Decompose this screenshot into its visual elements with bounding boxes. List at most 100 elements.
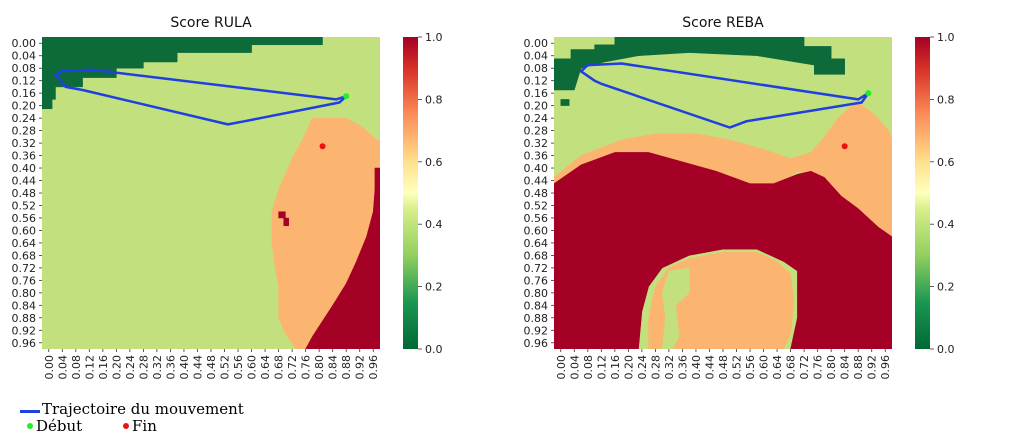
- rula-ytick-label-17: 0.68: [12, 249, 37, 262]
- rula-region-0: [42, 37, 323, 100]
- reba-xtick-label-12: 0.48: [717, 355, 730, 380]
- rula-ytick-label-12: 0.48: [12, 187, 37, 200]
- reba-xtick-label-2: 0.08: [582, 355, 595, 380]
- rula-ytick-label-18: 0.72: [12, 262, 37, 275]
- reba-xtick-label-21: 0.84: [839, 355, 852, 380]
- reba-xtick-label-19: 0.76: [812, 355, 825, 380]
- rula-ytick-label-7: 0.28: [12, 125, 37, 138]
- rula-colorbar-label-2: 0.4: [425, 218, 443, 231]
- reba-ytick-label-5: 0.20: [524, 100, 549, 113]
- legend-trajectory: Trajectoire du mouvement: [20, 400, 280, 418]
- rula-ytick-label-10: 0.40: [12, 162, 37, 175]
- rula-ytick-label-4: 0.16: [12, 87, 37, 100]
- rula-xtick-label-20: 0.80: [313, 355, 326, 380]
- legend-start: Début: [20, 417, 100, 435]
- reba-xtick-label-23: 0.92: [866, 355, 879, 380]
- reba-ytick-label-20: 0.80: [524, 287, 549, 300]
- rula-colorbar-label-4: 0.8: [425, 93, 443, 106]
- reba-ytick-label-3: 0.12: [524, 75, 549, 88]
- reba-ytick-label-24: 0.96: [524, 337, 549, 350]
- rula-xtick-label-0: 0.00: [43, 355, 56, 380]
- reba-colorbar-label-3: 0.6: [937, 156, 955, 169]
- reba-xtick-label-11: 0.44: [703, 355, 716, 380]
- rula-xtick-label-23: 0.92: [354, 355, 367, 380]
- rula-ytick-label-22: 0.88: [12, 312, 37, 325]
- rula-ytick-label-23: 0.92: [12, 324, 37, 337]
- legend-start-label: Début: [36, 417, 83, 435]
- rula-ytick-label-5: 0.20: [12, 100, 37, 113]
- legend-trajectory-label: Trajectoire du mouvement: [42, 400, 244, 418]
- rula-trajectory-line: [54, 68, 348, 126]
- reba-region-5: [797, 255, 818, 349]
- reba-ytick-label-23: 0.92: [524, 324, 549, 337]
- rula-ytick-label-21: 0.84: [12, 299, 37, 312]
- reba-colorbar-label-0: 0.0: [937, 343, 955, 356]
- reba-ytick-label-17: 0.68: [524, 249, 549, 262]
- rula-xtick-label-10: 0.40: [178, 355, 191, 380]
- rula-region-5: [283, 217, 289, 227]
- reba-xtick-label-17: 0.68: [785, 355, 798, 380]
- rula-xtick-label-5: 0.20: [110, 355, 123, 380]
- reba-xtick-label-8: 0.32: [663, 355, 676, 380]
- reba-region-1: [560, 99, 570, 106]
- rula-ytick-label-1: 0.04: [12, 50, 37, 63]
- reba-ytick-label-1: 0.04: [524, 50, 549, 63]
- legend-end-label: Fin: [132, 417, 157, 435]
- reba-xtick-label-9: 0.36: [676, 355, 689, 380]
- rula-xtick-label-1: 0.04: [56, 355, 69, 380]
- rula-ytick-label-8: 0.32: [12, 137, 37, 150]
- reba-title: Score REBA: [682, 15, 764, 31]
- trajectory-line-icon: [20, 410, 40, 413]
- rula-xtick-label-17: 0.68: [273, 355, 286, 380]
- reba-regions: [554, 37, 892, 349]
- rula-ytick-label-2: 0.08: [12, 62, 37, 75]
- reba-ytick-label-22: 0.88: [524, 312, 549, 325]
- reba-trajectory-line: [579, 62, 870, 129]
- rula-xtick-label-19: 0.76: [300, 355, 313, 380]
- rula-xtick-label-14: 0.56: [232, 355, 245, 380]
- reba-ytick-label-9: 0.36: [524, 150, 549, 163]
- rula-xtick-label-15: 0.60: [246, 355, 259, 380]
- reba-xtick-label-20: 0.80: [825, 355, 838, 380]
- reba-ytick-label-4: 0.16: [524, 87, 549, 100]
- reba-colorbar-label-2: 0.4: [937, 218, 955, 231]
- reba-xtick-label-16: 0.64: [771, 355, 784, 380]
- rula-region-1: [42, 99, 53, 110]
- rula-ytick-label-3: 0.12: [12, 75, 37, 88]
- rula-start-point: [343, 93, 350, 100]
- rula-colorbar: [403, 37, 418, 349]
- reba-xtick-label-4: 0.16: [609, 355, 622, 380]
- reba-ytick-label-7: 0.28: [524, 125, 549, 138]
- rula-ytick-label-20: 0.80: [12, 287, 37, 300]
- reba-chart: Score REBA0.000.040.080.120.160.200.240.…: [524, 15, 955, 380]
- reba-ytick-label-21: 0.84: [524, 299, 549, 312]
- rula-ytick-label-14: 0.56: [12, 212, 37, 225]
- rula-ytick-label-11: 0.44: [12, 175, 37, 188]
- reba-colorbar-label-5: 1.0: [937, 31, 955, 44]
- reba-colorbar-label-4: 0.8: [937, 93, 955, 106]
- rula-xtick-label-13: 0.52: [219, 355, 232, 380]
- reba-ytick-label-12: 0.48: [524, 187, 549, 200]
- rula-ytick-label-19: 0.76: [12, 274, 37, 287]
- rula-region-4: [278, 211, 286, 219]
- rula-ytick-label-13: 0.52: [12, 199, 37, 212]
- rula-ytick-label-24: 0.96: [12, 337, 37, 350]
- end-dot-icon: [123, 423, 129, 429]
- reba-colorbar-label-1: 0.2: [937, 281, 955, 294]
- reba-ytick-label-2: 0.08: [524, 62, 549, 75]
- reba-ytick-label-19: 0.76: [524, 274, 549, 287]
- reba-ytick-label-0: 0.00: [524, 37, 549, 50]
- reba-xtick-label-5: 0.20: [622, 355, 635, 380]
- rula-xtick-label-3: 0.12: [83, 355, 96, 380]
- reba-ytick-label-18: 0.72: [524, 262, 549, 275]
- rula-xtick-label-8: 0.32: [151, 355, 164, 380]
- rula-xtick-label-21: 0.84: [327, 355, 340, 380]
- reba-ytick-label-14: 0.56: [524, 212, 549, 225]
- reba-xtick-label-7: 0.28: [649, 355, 662, 380]
- rula-region-3: [305, 167, 380, 349]
- reba-xtick-label-15: 0.60: [758, 355, 771, 380]
- rula-colorbar-label-1: 0.2: [425, 281, 443, 294]
- reba-xtick-label-3: 0.12: [595, 355, 608, 380]
- rula-colorbar-label-0: 0.0: [425, 343, 443, 356]
- rula-ytick-label-15: 0.60: [12, 224, 37, 237]
